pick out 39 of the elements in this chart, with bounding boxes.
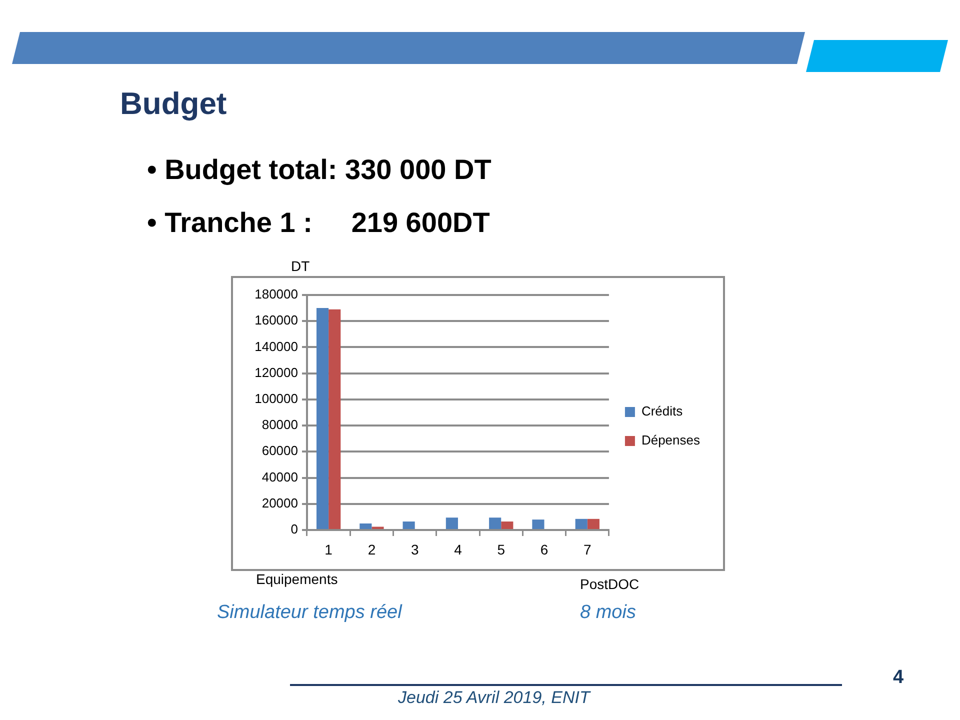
bar (489, 518, 502, 529)
text: • Tranche 1 : 219 600DT (147, 206, 490, 240)
bar (575, 518, 588, 529)
y-axis-title: DT (291, 258, 310, 275)
legend-label: Crédits (641, 404, 684, 419)
y-tick-label: 100000 (254, 391, 298, 406)
chart-title: Budget (120, 86, 227, 122)
y-tick-label: 20000 (262, 495, 298, 510)
y-tick-label: 140000 (254, 338, 298, 354)
text: Equipements (256, 571, 338, 588)
bar (587, 518, 600, 529)
x-tick-label: 4 (454, 541, 462, 558)
bar (360, 523, 372, 529)
bar (316, 308, 329, 529)
bar (501, 522, 514, 529)
y-tick-label: 160000 (254, 312, 298, 328)
bar (328, 309, 341, 529)
text: PostDOC (580, 576, 640, 593)
text: • Budget total: 330 000 DT (147, 153, 492, 187)
bar (446, 518, 458, 529)
text: Simulateur temps réel (217, 602, 402, 624)
y-tick-label: 40000 (262, 469, 298, 484)
x-tick-label: 7 (583, 541, 592, 558)
y-tick-label: 180000 (254, 286, 298, 302)
x-tick-label: 5 (497, 541, 506, 558)
text: 4 (893, 667, 904, 689)
y-tick-label: 60000 (262, 443, 298, 458)
bar (402, 522, 415, 529)
bar (532, 520, 544, 529)
legend-label: Dépenses (641, 432, 700, 448)
x-tick-label: 6 (540, 541, 548, 558)
x-tick-label: 1 (324, 541, 333, 558)
x-tick-label: 3 (410, 541, 419, 558)
x-tick-label: 2 (368, 541, 376, 558)
y-tick-label: 80000 (262, 417, 298, 432)
y-tick-label: 0 (290, 522, 298, 537)
text: Jeudi 25 Avril 2019, ENIT (398, 688, 590, 708)
text: 8 mois (580, 602, 636, 624)
y-tick-label: 120000 (254, 364, 298, 380)
